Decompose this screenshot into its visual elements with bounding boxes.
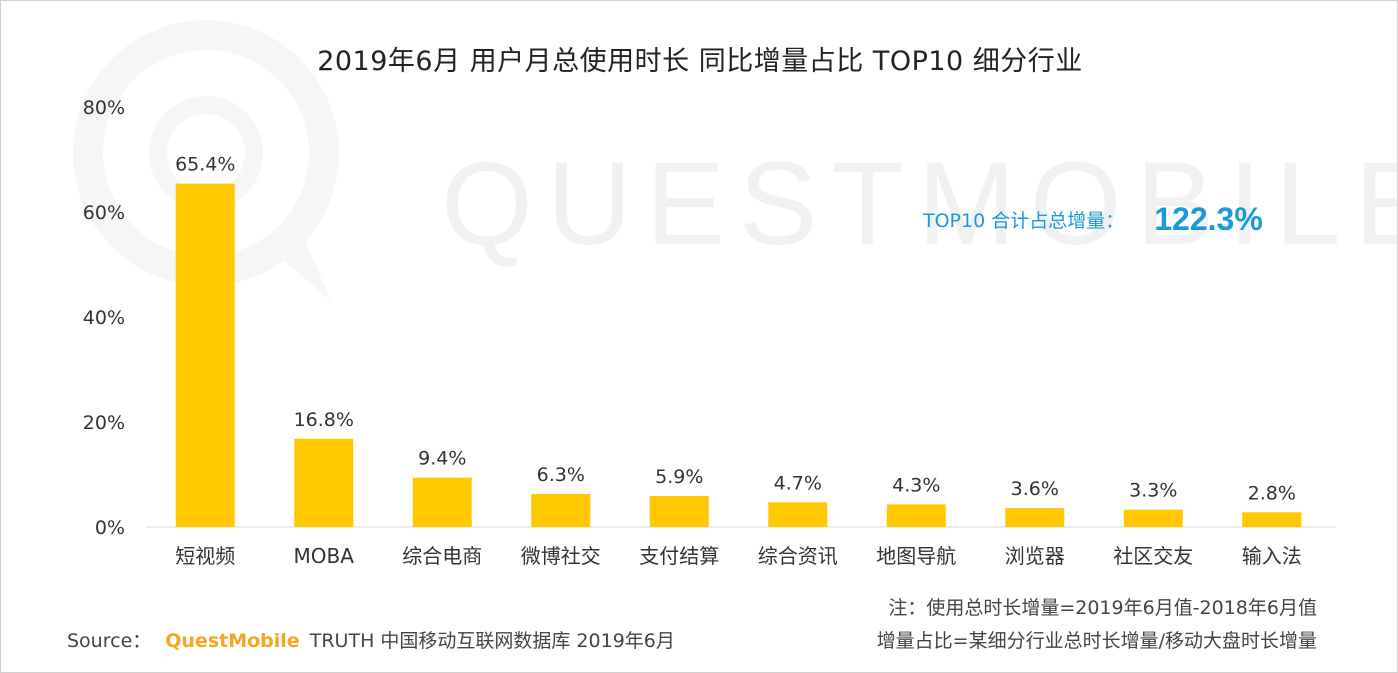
source-prefix: Source： <box>67 630 152 652</box>
x-tick-label: 微博社交 <box>521 544 601 568</box>
y-tick-label: 80% <box>83 97 125 119</box>
bar <box>412 477 472 527</box>
total-share-callout: TOP10 合计占总增量： 122.3% <box>923 201 1263 238</box>
source-line: Source： QuestMobile TRUTH 中国移动互联网数据库 2019… <box>67 626 675 653</box>
x-tick-label: 短视频 <box>175 544 235 568</box>
total-share-value: 122.3% <box>1154 201 1263 237</box>
data-label: 9.4% <box>418 448 466 470</box>
y-tick-label: 40% <box>83 307 125 329</box>
y-tick-label: 0% <box>95 517 125 539</box>
data-label: 4.3% <box>892 474 940 496</box>
data-label: 2.8% <box>1248 482 1296 504</box>
y-tick-label: 20% <box>83 412 125 434</box>
data-label: 3.6% <box>1011 478 1059 500</box>
data-label: 4.7% <box>774 472 822 494</box>
bar <box>649 496 709 527</box>
bar <box>531 493 591 527</box>
data-label: 16.8% <box>294 409 354 431</box>
x-tick-label: 输入法 <box>1242 544 1302 568</box>
data-label: 5.9% <box>655 466 703 488</box>
bar <box>1123 509 1183 527</box>
footnote-line-1: 注：使用总时长增量=2019年6月值-2018年6月值 <box>888 597 1317 619</box>
y-tick-label: 60% <box>83 202 125 224</box>
bar <box>175 183 235 527</box>
bar <box>768 502 828 527</box>
bar <box>1242 512 1302 527</box>
x-tick-label: 社区交友 <box>1113 544 1193 568</box>
data-label: 65.4% <box>175 154 235 176</box>
x-tick-label: 综合资讯 <box>758 544 838 568</box>
source-text: TRUTH 中国移动互联网数据库 2019年6月 <box>309 630 675 652</box>
bar <box>1005 508 1065 527</box>
x-tick-label: MOBA <box>294 544 355 568</box>
x-tick-label: 综合电商 <box>402 544 482 568</box>
data-label: 3.3% <box>1129 480 1177 502</box>
source-brand: QuestMobile <box>165 630 300 652</box>
chart-title: 2019年6月 用户月总使用时长 同比增量占比 TOP10 细分行业 <box>317 46 1083 77</box>
footnote-line-2: 增量占比=某细分行业总时长增量/移动大盘时长增量 <box>876 630 1317 652</box>
bar <box>886 504 946 527</box>
data-label: 6.3% <box>537 464 585 486</box>
total-share-label: TOP10 合计占总增量： <box>923 210 1125 232</box>
watermark-text: QUESTMOBILE <box>441 138 1398 270</box>
x-tick-label: 地图导航 <box>876 544 956 568</box>
x-tick-label: 浏览器 <box>1005 544 1065 568</box>
x-tick-label: 支付结算 <box>639 544 719 568</box>
bar <box>294 438 354 527</box>
